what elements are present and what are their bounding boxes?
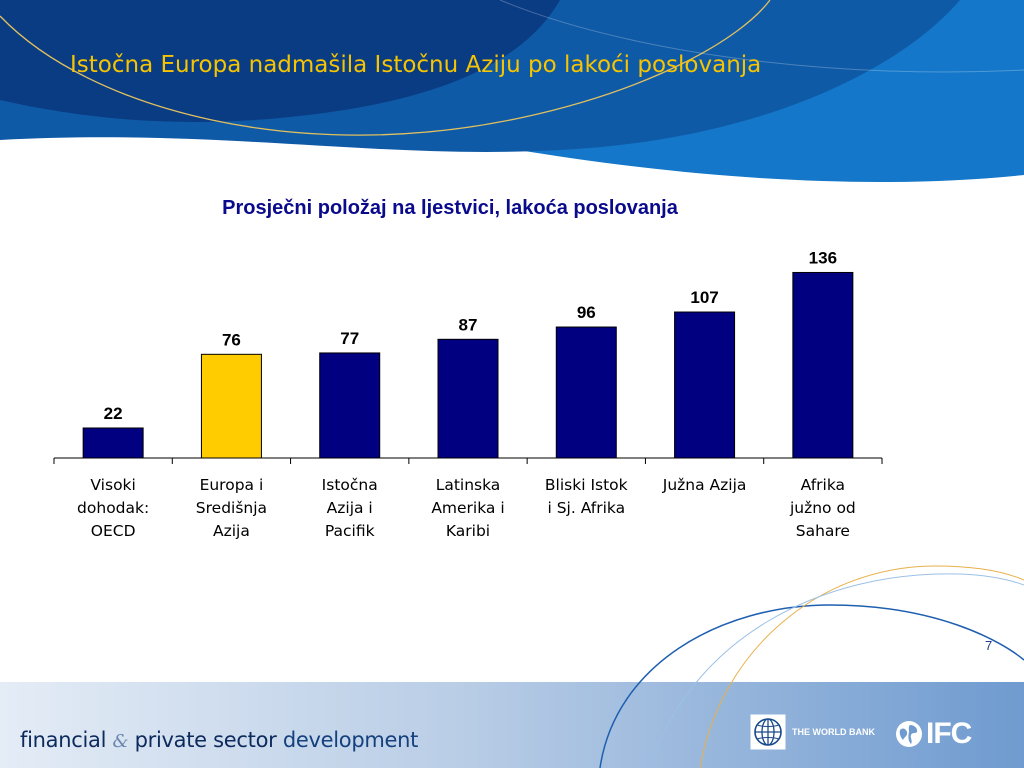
brand-private-sector: private sector [134, 728, 277, 752]
data-label: 22 [104, 404, 123, 423]
brand-financial: financial [20, 728, 107, 752]
data-label: 96 [577, 303, 596, 322]
category-label: Azija [213, 522, 250, 540]
world-bank-logo-icon [750, 714, 786, 750]
category-label: Afrika [801, 476, 845, 494]
slide-title: Istočna Europa nadmašila Istočnu Aziju p… [70, 52, 762, 78]
bar-chart: 22 Visoki dohodak: OECD 76 Europa i Središnja A… [53, 248, 883, 540]
ifc-label: IFC [926, 717, 972, 750]
category-label: Amerika i [431, 499, 504, 517]
category-label: Visoki [90, 476, 135, 494]
category-label: Azija i [327, 499, 373, 517]
bar [319, 352, 381, 459]
category-label: Istočna [322, 476, 378, 494]
bar [555, 326, 617, 459]
category-label: Središnja [196, 499, 267, 517]
category-label: Južna Azija [662, 476, 747, 494]
data-label: 76 [222, 330, 241, 349]
category-label: Bliski Istok [545, 476, 628, 494]
category-label: Karibi [446, 522, 490, 540]
bar [792, 271, 854, 459]
footer-brand: financial & private sector development [20, 728, 418, 752]
category-label: južno od [789, 499, 856, 517]
data-label: 77 [340, 329, 359, 348]
category-label: Pacifik [325, 522, 375, 540]
category-label: Europa i [200, 476, 264, 494]
brand-development: development [282, 728, 419, 752]
ifc-globe-icon [896, 721, 922, 747]
bar [200, 353, 262, 459]
world-bank-label: THE WORLD BANK [792, 727, 875, 737]
category-label: Sahare [796, 522, 850, 540]
data-label: 136 [809, 248, 837, 267]
category-label: i Sj. Afrika [547, 499, 625, 517]
bar [674, 311, 736, 459]
data-label: 87 [459, 315, 478, 334]
bar [82, 427, 144, 459]
category-label: Latinska [436, 476, 501, 494]
category-label: OECD [91, 522, 136, 540]
chart-title: Prosječni položaj na ljestvici, lakoća p… [222, 197, 678, 219]
page-number: 7 [985, 638, 993, 653]
bar [437, 338, 499, 459]
brand-ampersand: & [112, 731, 129, 752]
category-label: dohodak: [77, 499, 149, 517]
data-label: 107 [690, 288, 718, 307]
